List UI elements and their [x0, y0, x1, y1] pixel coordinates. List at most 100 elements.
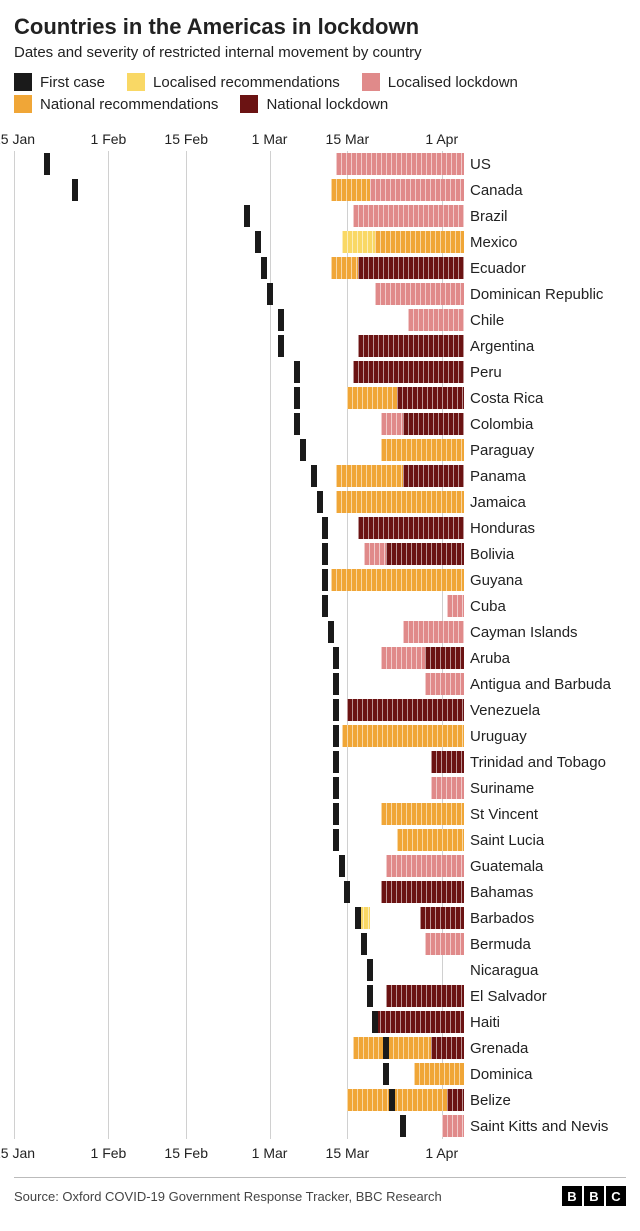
- legend-label: National recommendations: [40, 96, 218, 113]
- first-case-marker: [400, 1115, 406, 1137]
- country-row: Aruba: [14, 645, 626, 671]
- segment-nat_rec: [336, 491, 464, 513]
- segment-local_lock: [425, 673, 464, 695]
- legend-swatch: [362, 73, 380, 91]
- row-track: [14, 881, 464, 903]
- first-case-marker: [389, 1089, 395, 1111]
- country-label: Canada: [470, 182, 523, 199]
- country-label: Cayman Islands: [470, 624, 578, 641]
- country-label: Barbados: [470, 910, 534, 927]
- axis-tick-label: 1 Mar: [252, 1145, 288, 1161]
- first-case-marker: [333, 803, 339, 825]
- first-case-marker: [294, 361, 300, 383]
- country-row: Canada: [14, 177, 626, 203]
- first-case-marker: [333, 699, 339, 721]
- segment-nat_lock: [353, 361, 464, 383]
- segment-nat_rec: [331, 569, 464, 591]
- country-label: Bolivia: [470, 546, 514, 563]
- legend-swatch: [14, 73, 32, 91]
- footer: Source: Oxford COVID-19 Government Respo…: [14, 1177, 626, 1206]
- segment-local_lock: [364, 543, 386, 565]
- first-case-marker: [367, 985, 373, 1007]
- country-row: Bermuda: [14, 931, 626, 957]
- country-label: Ecuador: [470, 260, 526, 277]
- country-row: Saint Lucia: [14, 827, 626, 853]
- first-case-marker: [322, 543, 328, 565]
- row-track: [14, 1037, 464, 1059]
- row-track: [14, 231, 464, 253]
- row-track: [14, 491, 464, 513]
- segment-nat_rec: [331, 179, 370, 201]
- legend-label: National lockdown: [266, 96, 388, 113]
- country-row: Saint Kitts and Nevis: [14, 1113, 626, 1139]
- first-case-marker: [333, 647, 339, 669]
- row-track: [14, 413, 464, 435]
- row-track: [14, 387, 464, 409]
- country-label: Chile: [470, 312, 504, 329]
- segment-local_lock: [336, 153, 380, 175]
- row-track: [14, 1063, 464, 1085]
- first-case-marker: [72, 179, 78, 201]
- row-track: [14, 621, 464, 643]
- segment-nat_rec: [381, 803, 464, 825]
- segment-nat_lock: [381, 881, 464, 903]
- country-row: Cayman Islands: [14, 619, 626, 645]
- segment-nat_lock: [358, 517, 464, 539]
- axis-tick-label: 15 Mar: [326, 1145, 370, 1161]
- bbc-logo: BBC: [562, 1186, 626, 1206]
- country-label: Aruba: [470, 650, 510, 667]
- first-case-marker: [383, 1063, 389, 1085]
- country-label: Dominica: [470, 1066, 533, 1083]
- country-row: Bahamas: [14, 879, 626, 905]
- country-label: Panama: [470, 468, 526, 485]
- country-row: Peru: [14, 359, 626, 385]
- row-track: [14, 439, 464, 461]
- country-label: Venezuela: [470, 702, 540, 719]
- first-case-marker: [333, 725, 339, 747]
- axis-tick-label: 1 Feb: [91, 1145, 127, 1161]
- axis-tick-label: 15 Jan: [0, 131, 35, 147]
- row-track: [14, 569, 464, 591]
- country-label: Trinidad and Tobago: [470, 754, 606, 771]
- country-label: Mexico: [470, 234, 518, 251]
- segment-local_lock: [403, 621, 464, 643]
- first-case-marker: [244, 205, 250, 227]
- bbc-logo-box: C: [606, 1186, 626, 1206]
- country-label: Jamaica: [470, 494, 526, 511]
- first-case-marker: [383, 1037, 389, 1059]
- segment-nat_lock: [358, 335, 464, 357]
- row-track: [14, 647, 464, 669]
- country-label: Costa Rica: [470, 390, 543, 407]
- first-case-marker: [322, 595, 328, 617]
- country-row: Grenada: [14, 1035, 626, 1061]
- segment-local_lock: [375, 283, 464, 305]
- first-case-marker: [322, 569, 328, 591]
- country-label: Nicaragua: [470, 962, 538, 979]
- segment-nat_lock: [425, 647, 464, 669]
- country-label: Cuba: [470, 598, 506, 615]
- country-label: St Vincent: [470, 806, 538, 823]
- segment-nat_lock: [431, 751, 464, 773]
- country-label: Saint Kitts and Nevis: [470, 1118, 608, 1135]
- segment-local_lock: [381, 647, 425, 669]
- country-row: Guatemala: [14, 853, 626, 879]
- segment-nat_lock: [420, 907, 464, 929]
- segment-nat_rec: [336, 465, 403, 487]
- segment-local_lock: [386, 855, 464, 877]
- segment-local_lock: [370, 179, 464, 201]
- first-case-marker: [333, 829, 339, 851]
- segment-nat_rec: [347, 387, 397, 409]
- row-track: [14, 1011, 464, 1033]
- country-row: Nicaragua: [14, 957, 626, 983]
- row-track: [14, 959, 464, 981]
- first-case-marker: [278, 335, 284, 357]
- legend-label: First case: [40, 74, 105, 91]
- segment-nat_rec: [375, 231, 464, 253]
- country-row: US: [14, 151, 626, 177]
- country-label: Colombia: [470, 416, 533, 433]
- country-row: Panama: [14, 463, 626, 489]
- row-track: [14, 777, 464, 799]
- country-label: Uruguay: [470, 728, 527, 745]
- country-row: Chile: [14, 307, 626, 333]
- segment-local_lock: [381, 413, 403, 435]
